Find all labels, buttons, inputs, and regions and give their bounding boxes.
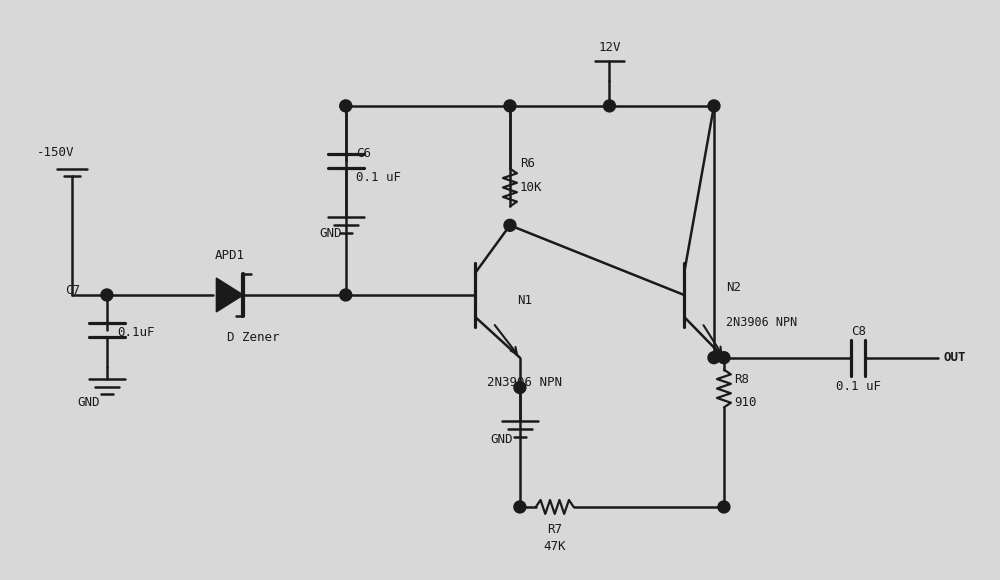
Polygon shape bbox=[216, 278, 243, 312]
Text: 0.1 uF: 0.1 uF bbox=[836, 379, 881, 393]
Text: D Zener: D Zener bbox=[227, 331, 279, 344]
Circle shape bbox=[514, 501, 526, 513]
Circle shape bbox=[708, 100, 720, 112]
Circle shape bbox=[514, 382, 526, 393]
Text: C8: C8 bbox=[851, 325, 866, 338]
Text: GND: GND bbox=[491, 433, 513, 446]
Text: GND: GND bbox=[320, 227, 342, 240]
Circle shape bbox=[708, 351, 720, 364]
Circle shape bbox=[504, 100, 516, 112]
Text: 10K: 10K bbox=[520, 181, 542, 194]
Text: 0.1uF: 0.1uF bbox=[117, 327, 154, 339]
Circle shape bbox=[718, 351, 730, 364]
Text: R7: R7 bbox=[547, 523, 562, 536]
Text: C6: C6 bbox=[356, 147, 371, 160]
Circle shape bbox=[718, 501, 730, 513]
Text: GND: GND bbox=[78, 396, 100, 409]
Text: -150V: -150V bbox=[37, 146, 75, 159]
Text: 2N3906 NPN: 2N3906 NPN bbox=[726, 316, 797, 329]
Text: OUT: OUT bbox=[944, 351, 966, 364]
Text: 0.1 uF: 0.1 uF bbox=[356, 171, 401, 184]
Text: C7: C7 bbox=[65, 284, 80, 296]
Text: 47K: 47K bbox=[543, 540, 566, 553]
Text: R8: R8 bbox=[734, 373, 749, 386]
Circle shape bbox=[340, 289, 352, 301]
Text: N2: N2 bbox=[726, 281, 741, 293]
Text: 2N3906 NPN: 2N3906 NPN bbox=[487, 376, 562, 389]
Text: APD1: APD1 bbox=[214, 249, 244, 262]
Circle shape bbox=[340, 100, 352, 112]
Circle shape bbox=[101, 289, 113, 301]
Text: 12V: 12V bbox=[598, 41, 621, 54]
Circle shape bbox=[504, 219, 516, 231]
Circle shape bbox=[604, 100, 615, 112]
Text: R6: R6 bbox=[520, 157, 535, 170]
Text: N1: N1 bbox=[517, 295, 532, 307]
Text: 910: 910 bbox=[734, 396, 756, 409]
